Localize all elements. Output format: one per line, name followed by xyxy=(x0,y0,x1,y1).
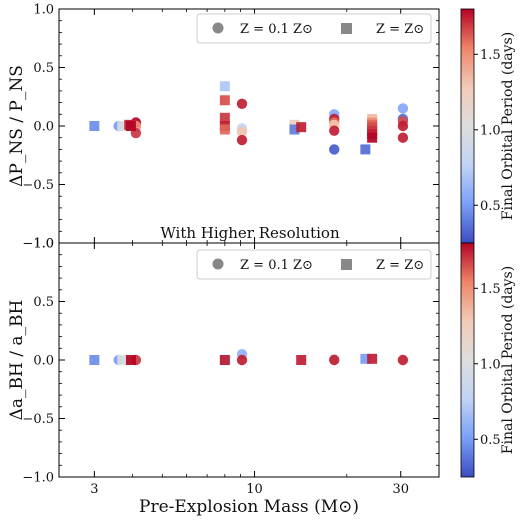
top-square-point xyxy=(89,121,100,131)
top-square-point xyxy=(117,121,128,131)
top-circle-point xyxy=(236,98,248,109)
top-square-point xyxy=(219,95,230,106)
bottom-square-point xyxy=(360,353,371,364)
top-circle-point xyxy=(329,144,340,155)
top-y-tick-label: 0.0 xyxy=(33,120,54,135)
bottom-legend-box xyxy=(196,249,432,280)
top-square-point xyxy=(360,144,371,155)
top-square-point xyxy=(219,124,230,135)
top-square-point xyxy=(125,121,136,131)
bottom-y-tick-label: 0.5 xyxy=(33,295,54,310)
top-data-points xyxy=(89,81,409,155)
top-colorbar-tick-label: 1.0 xyxy=(480,123,501,138)
bottom-circle-point xyxy=(329,354,340,366)
bottom-square-point xyxy=(296,355,307,365)
top-colorbar-tick-label: 1.5 xyxy=(480,48,501,63)
bottom-legend-square-marker xyxy=(341,259,352,270)
top-y-tick-label: 0.5 xyxy=(33,61,54,76)
x-tick-label: 3 xyxy=(90,482,98,497)
bottom-colorbar: 1.5 1.0 0.5 Final Orbital Period (days) xyxy=(460,242,516,478)
bottom-square-point xyxy=(117,355,128,365)
bottom-colorbar-tick-label: 0.5 xyxy=(480,433,501,448)
bottom-x-ticks: 3 10 30 xyxy=(90,243,409,497)
top-circle-point xyxy=(397,120,409,132)
top-square-point xyxy=(289,124,300,135)
top-square-point xyxy=(296,122,307,133)
top-circle-point xyxy=(397,103,409,114)
top-panel: 1.0 0.5 0.0 −0.5 −1.0 Z = 0.1 Z⊙ Z = Z⊙ ΔP_N… xyxy=(7,3,440,252)
top-colorbar-ticks: 1.5 1.0 0.5 xyxy=(474,48,501,214)
bottom-y-axis-label: Δa_BH / a_BH xyxy=(7,300,27,421)
bottom-panel: 1.0 0.5 0.0 −0.5 −1.0 3 10 30 Z = 0.1 Z⊙ Z = Z… xyxy=(7,224,440,517)
top-y-ticks: 1.0 0.5 0.0 −0.5 −1.0 xyxy=(22,3,439,252)
top-colorbar-gradient xyxy=(460,8,475,244)
bottom-y-ticks: 1.0 0.5 0.0 −0.5 −1.0 xyxy=(22,237,439,486)
x-axis-label: Pre-Explosion Mass (M⊙) xyxy=(139,497,359,517)
bottom-colorbar-label: Final Orbital Period (days) xyxy=(500,266,516,454)
bottom-colorbar-gradient xyxy=(460,242,475,478)
top-square-point xyxy=(219,81,230,92)
panel-annotation: With Higher Resolution xyxy=(160,224,340,242)
top-y-tick-label: −0.5 xyxy=(22,178,54,193)
x-tick-label: 30 xyxy=(392,482,409,497)
bottom-colorbar-tick-label: 1.5 xyxy=(480,282,501,297)
top-y-tick-label: −1.0 xyxy=(22,237,54,252)
bottom-y-tick-label: 0.0 xyxy=(33,354,54,369)
bottom-square-point xyxy=(367,353,378,364)
top-colorbar: 1.5 1.0 0.5 Final Orbital Period (days) xyxy=(460,8,516,244)
top-circle-point xyxy=(236,134,248,146)
top-legend-square-marker xyxy=(341,23,352,34)
top-y-axis-label: ΔP_NS / P_NS xyxy=(7,65,27,187)
bottom-y-tick-label: −0.5 xyxy=(22,412,54,427)
bottom-colorbar-tick-label: 1.0 xyxy=(480,357,501,372)
top-circle-point xyxy=(236,126,248,138)
bottom-data-points xyxy=(89,348,409,366)
top-square-point xyxy=(219,112,230,123)
top-legend-circle-label: Z = 0.1 Z⊙ xyxy=(240,22,313,37)
top-legend-box xyxy=(196,13,432,44)
bottom-circle-point xyxy=(397,354,409,366)
bottom-legend-circle-label: Z = 0.1 Z⊙ xyxy=(240,258,313,273)
bottom-colorbar-ticks: 1.5 1.0 0.5 xyxy=(474,282,501,448)
bottom-y-tick-label: −1.0 xyxy=(22,471,54,486)
top-circle-point xyxy=(329,125,340,136)
bottom-circle-point xyxy=(236,354,248,366)
bottom-square-point xyxy=(219,355,230,365)
top-legend: Z = 0.1 Z⊙ Z = Z⊙ xyxy=(196,13,432,44)
x-tick-label: 10 xyxy=(246,482,263,497)
bottom-legend: Z = 0.1 Z⊙ Z = Z⊙ xyxy=(196,249,432,280)
top-square-point xyxy=(367,132,378,143)
bottom-square-point xyxy=(89,355,100,365)
bottom-square-point xyxy=(125,355,136,365)
top-circle-point xyxy=(397,132,409,143)
bottom-legend-square-label: Z = Z⊙ xyxy=(376,258,424,273)
top-colorbar-label: Final Orbital Period (days) xyxy=(500,32,516,220)
top-y-tick-label: 1.0 xyxy=(33,3,54,18)
bottom-y-tick-label: 1.0 xyxy=(33,237,54,252)
bottom-legend-circle-marker xyxy=(212,258,224,270)
top-colorbar-tick-label: 0.5 xyxy=(480,199,501,214)
top-legend-circle-marker xyxy=(212,22,224,34)
top-x-ticks xyxy=(93,9,402,243)
top-legend-square-label: Z = Z⊙ xyxy=(376,22,424,37)
